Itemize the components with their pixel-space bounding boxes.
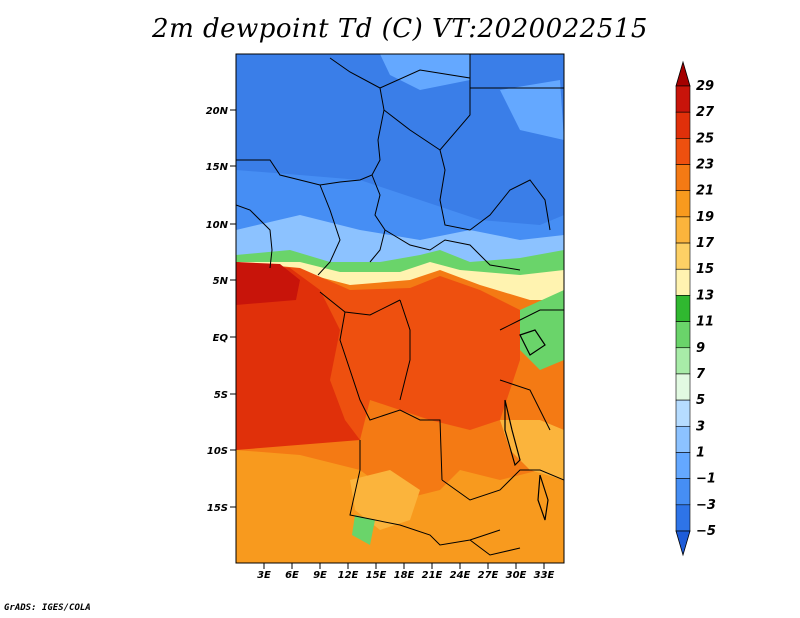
colorbar-label: 7 — [696, 367, 706, 382]
colorbar-label: 3 — [696, 419, 705, 434]
colorbar-label: 29 — [696, 79, 714, 94]
colorbar-segment — [675, 85, 691, 113]
colorbar-label: 23 — [696, 158, 714, 173]
colorbar-label: −3 — [696, 498, 716, 513]
colorbar-segment — [675, 425, 691, 453]
colorbar-label: −5 — [696, 524, 716, 539]
colorbar: 29 27 25 23 21 19 17 15 13 11 9 7 5 3 1 −1 −3 −5 — [675, 60, 716, 557]
y-tick-label: 10S — [207, 446, 228, 457]
light-dry-patch-east — [500, 80, 564, 140]
colorbar-segment — [675, 504, 691, 532]
x-tick-label: 27E — [478, 570, 499, 581]
y-tick-label: 10N — [206, 220, 229, 231]
colorbar-segment — [675, 242, 691, 270]
colorbar-label: 27 — [696, 105, 715, 120]
colorbar-segment — [675, 321, 691, 349]
colorbar-label: 17 — [696, 236, 715, 251]
lake-victoria — [519, 329, 546, 356]
colorbar-label: 13 — [696, 288, 714, 303]
colorbar-label: 5 — [696, 393, 705, 408]
map-title: 2m dewpoint Td (C) VT:2020022515 — [152, 14, 648, 44]
east-lighter — [500, 420, 564, 480]
colorbar-label: 21 — [696, 184, 714, 199]
lake-malawi — [537, 474, 549, 521]
y-tick-label: 20N — [206, 106, 229, 117]
lakes — [504, 329, 549, 521]
x-tick-label: 33E — [534, 570, 555, 581]
y-tick-label: 5S — [214, 390, 228, 401]
light-dry-patch — [380, 54, 470, 90]
x-tick-label: 3E — [257, 570, 271, 581]
x-tick-label: 9E — [313, 570, 327, 581]
colorbar-segment — [675, 190, 691, 218]
colorbar-top-arrow — [675, 60, 691, 87]
colorbar-segment — [675, 452, 691, 479]
x-tick-label: 12E — [338, 570, 359, 581]
dewpoint-field — [236, 54, 564, 563]
colorbar-segment — [675, 478, 691, 506]
colorbar-label: 19 — [696, 210, 714, 225]
colorbar-segment — [675, 216, 691, 244]
map-frame — [235, 53, 565, 564]
south-green-patch — [352, 515, 375, 545]
colorbar-label: 9 — [696, 341, 705, 356]
x-axis: 3E 6E 9E 12E 15E 18E 21E 24E 27E 30E 33E — [257, 563, 555, 581]
y-tick-label: EQ — [213, 333, 229, 344]
x-tick-label: 21E — [422, 570, 443, 581]
lake-tanganyika — [504, 399, 521, 467]
x-tick-label: 30E — [506, 570, 527, 581]
colorbar-label: 25 — [696, 131, 714, 146]
colorbar-segment — [675, 268, 691, 296]
colorbar-segment — [675, 373, 691, 401]
colorbar-label: 1 — [696, 445, 705, 460]
colorbar-segment — [675, 295, 691, 322]
colorbar-segment — [675, 138, 691, 165]
colorbar-segment — [675, 111, 691, 139]
colorbar-segment — [675, 347, 691, 375]
colorbar-bottom-arrow — [675, 530, 691, 557]
x-tick-label: 15E — [366, 570, 387, 581]
y-tick-label: 15N — [206, 162, 229, 173]
x-tick-label: 18E — [394, 570, 415, 581]
y-tick-label: 15S — [207, 503, 228, 514]
south-lighter — [350, 470, 420, 530]
colorbar-label: 11 — [696, 315, 714, 330]
x-tick-label: 24E — [450, 570, 471, 581]
x-tick-label: 6E — [285, 570, 299, 581]
colorbar-label: 15 — [696, 262, 714, 277]
coastal-hot — [236, 262, 360, 450]
y-axis: 20N 15N 10N 5N EQ 5S 10S 15S — [206, 106, 236, 514]
colorbar-label: −1 — [696, 472, 716, 487]
colorbar-segment — [675, 399, 691, 427]
colorbar-segment — [675, 164, 691, 192]
grads-credit: GrADS: IGES/COLA — [4, 603, 91, 613]
gulf-hottest — [236, 262, 300, 305]
country-borders — [236, 54, 564, 556]
y-tick-label: 5N — [213, 276, 229, 287]
